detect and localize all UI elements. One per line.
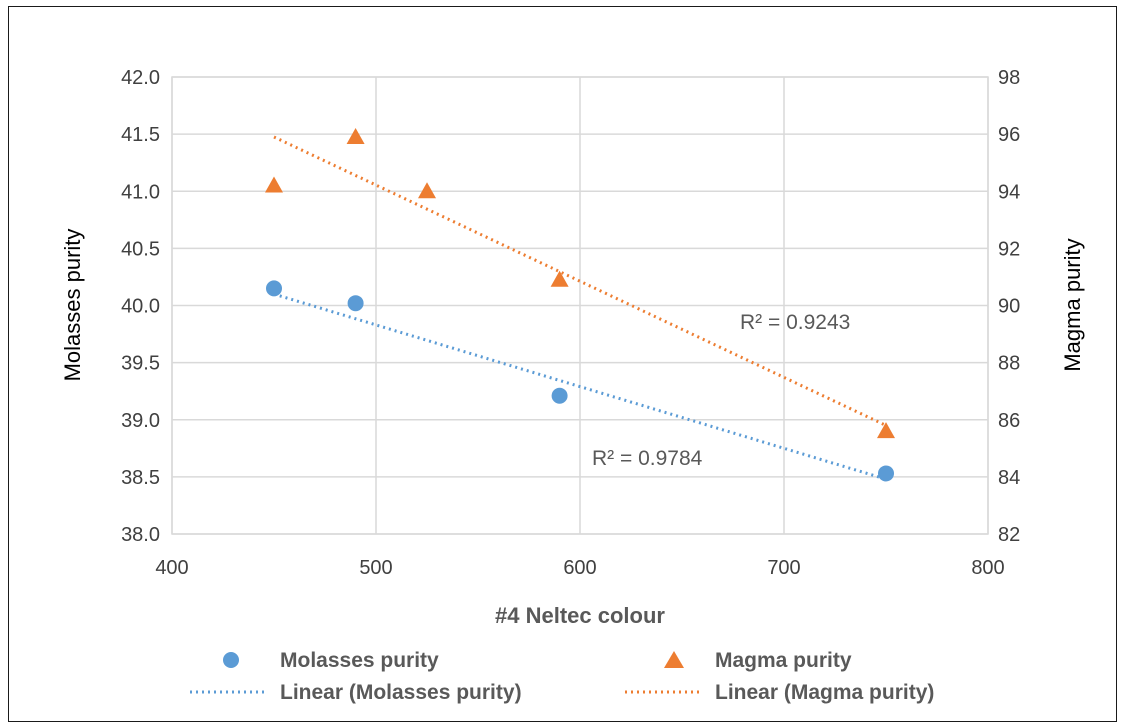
y-right-tick-label: 96: [998, 124, 1020, 146]
legend: Molasses purity Magma purity Linear (Mol…: [190, 649, 934, 704]
trendline-molasses: [273, 292, 887, 481]
legend-marker-magma: [664, 651, 684, 668]
legend-label-molasses: Molasses purity: [280, 649, 439, 672]
y-left-tick-label: 41.0: [121, 181, 160, 203]
plot-area-border: [171, 76, 989, 535]
data-points: [265, 127, 895, 482]
x-tick-label: 700: [767, 557, 800, 579]
plot-area-rect: [171, 76, 989, 535]
point-magma: [877, 422, 895, 439]
y-left-axis-title: Molasses purity: [60, 229, 85, 382]
point-molasses: [551, 387, 568, 404]
y-left-tick-label: 39.0: [121, 410, 160, 432]
y-right-tick-label: 86: [998, 410, 1020, 432]
point-molasses: [347, 295, 364, 312]
y-left-tick-label: 39.5: [121, 353, 160, 375]
r2-label-molasses: R² = 0.9784: [592, 447, 703, 470]
x-tick-label: 500: [359, 557, 392, 579]
x-axis-title: #4 Neltec colour: [495, 603, 665, 628]
point-magma: [418, 182, 436, 199]
y-left-tick-label: 41.5: [121, 124, 160, 146]
point-magma: [346, 127, 365, 144]
y-right-tick-label: 82: [998, 524, 1020, 546]
gridlines: [171, 76, 989, 535]
x-tick-label: 800: [971, 557, 1004, 579]
y-left-tick-label: 38.5: [121, 467, 160, 489]
point-magma: [550, 270, 569, 287]
legend-item-molasses: Molasses purity: [223, 649, 439, 672]
trendlines: [273, 135, 887, 481]
y-left-tick-label: 40.0: [121, 296, 160, 318]
legend-label-linear-molasses: Linear (Molasses purity): [280, 681, 522, 704]
y-right-tick-label: 94: [998, 181, 1020, 203]
y-right-tick-label: 88: [998, 353, 1020, 375]
legend-label-linear-magma: Linear (Magma purity): [715, 681, 934, 704]
tick-labels: 38.0 38.5 39.0 39.5 40.0 40.5 41.0 41.5 42.0 82 84…: [121, 67, 1020, 579]
r2-label-magma: R² = 0.9243: [740, 311, 850, 334]
x-tick-label: 600: [563, 557, 596, 579]
legend-item-linear-molasses: Linear (Molasses purity): [190, 681, 522, 704]
y-right-tick-label: 90: [998, 296, 1020, 318]
legend-marker-molasses: [223, 652, 239, 668]
legend-item-magma: Magma purity: [664, 649, 852, 672]
y-right-tick-label: 92: [998, 238, 1020, 260]
chart-frame: [8, 6, 1117, 722]
point-molasses: [878, 465, 894, 482]
y-right-tick-label: 84: [998, 467, 1020, 489]
point-molasses: [266, 280, 282, 297]
y-left-tick-label: 42.0: [121, 67, 160, 89]
y-right-tick-label: 98: [998, 67, 1020, 89]
point-magma: [265, 176, 283, 193]
legend-item-linear-magma: Linear (Magma purity): [625, 681, 934, 704]
y-right-axis-title: Magma purity: [1060, 238, 1085, 371]
legend-label-magma: Magma purity: [715, 649, 852, 672]
y-left-tick-label: 38.0: [121, 524, 160, 546]
x-tick-label: 400: [155, 557, 188, 579]
y-left-tick-label: 40.5: [121, 238, 160, 260]
